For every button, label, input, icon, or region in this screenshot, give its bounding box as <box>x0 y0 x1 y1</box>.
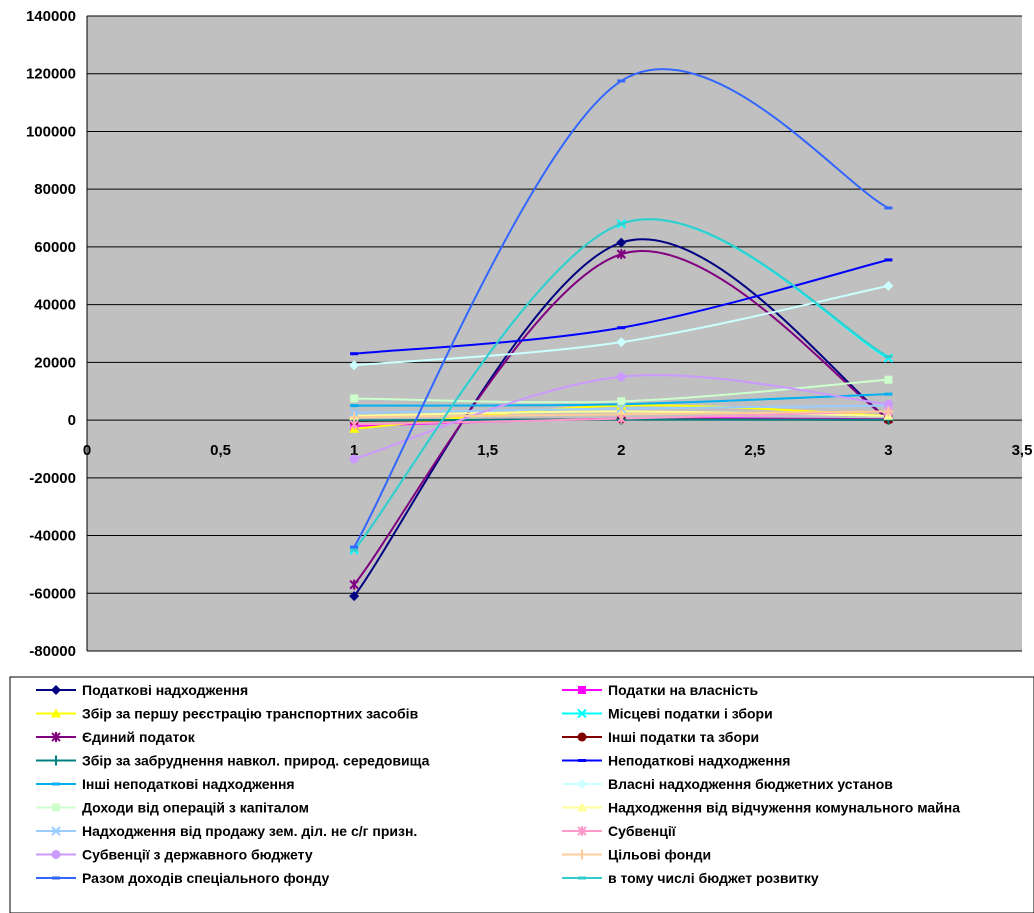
legend-label: Надходження від відчуження комунального … <box>608 800 960 816</box>
legend-marker <box>52 782 60 786</box>
legend-marker <box>578 759 586 762</box>
y-tick-label: 140000 <box>26 8 76 25</box>
data-point <box>350 404 359 408</box>
data-point <box>616 337 627 348</box>
data-point <box>884 206 893 210</box>
data-point <box>350 394 359 403</box>
legend-label: Інші податки та збори <box>608 729 759 745</box>
y-tick-label: 0 <box>68 412 76 429</box>
legend-label: Інші неподаткові надходження <box>82 776 295 792</box>
y-tick-label: 60000 <box>34 239 76 256</box>
legend-label: Доходи від операцій з капіталом <box>82 800 309 816</box>
data-point <box>617 397 626 406</box>
legend-label: Цільові фонди <box>608 847 711 863</box>
data-point <box>617 326 626 330</box>
series-line <box>353 68 889 548</box>
x-tick-label: 0,5 <box>210 442 231 459</box>
y-axis-ticks: 140000 120000 100000 80000 60000 40000 20000 0 -… <box>26 8 76 660</box>
legend-marker <box>577 708 587 719</box>
y-tick-label: -40000 <box>29 528 76 545</box>
legend-marker <box>51 755 61 766</box>
data-point <box>349 360 360 371</box>
legend-marker <box>52 803 60 812</box>
x-tick-label: 2,5 <box>744 442 765 459</box>
data-point <box>616 409 627 420</box>
legend-marker <box>578 876 586 880</box>
data-point <box>349 591 360 602</box>
data-point <box>883 406 894 417</box>
y-tick-label: 100000 <box>26 123 76 140</box>
data-point <box>883 399 893 409</box>
data-point <box>350 548 359 552</box>
y-tick-label: -60000 <box>29 585 76 602</box>
data-point <box>349 412 360 423</box>
x-tick-label: 1 <box>350 442 358 459</box>
legend-label: в тому числі бюджет розвитку <box>608 870 819 886</box>
data-point <box>616 403 626 414</box>
legend-marker <box>577 732 587 742</box>
data-point <box>617 79 626 83</box>
y-tick-label: -80000 <box>29 643 76 660</box>
legend-label: Неподаткові надходження <box>608 753 790 769</box>
legend-marker <box>577 849 587 860</box>
data-point <box>350 352 359 356</box>
plot-area <box>87 16 1022 651</box>
data-point <box>616 237 627 248</box>
legend-label: Субвенції <box>608 823 677 839</box>
data-point <box>616 249 626 260</box>
legend-marker <box>577 802 587 812</box>
data-point <box>350 545 359 549</box>
legend-marker <box>52 876 60 880</box>
legend-label: Надходження від продажу зем. діл. не с/г… <box>82 823 417 839</box>
data-point <box>884 258 893 262</box>
data-point <box>883 280 894 291</box>
legend-box <box>9 676 1034 913</box>
x-tick-label: 2 <box>617 442 625 459</box>
legend-label: Місцеві податки і збори <box>608 706 773 722</box>
legend-label: Податки на власність <box>608 682 758 698</box>
data-point <box>616 372 626 382</box>
legend-marker <box>51 826 61 836</box>
legend: Податкові надходження Податки на власніст… <box>36 682 960 886</box>
legend-label: Податкові надходження <box>82 682 248 698</box>
y-tick-label: -20000 <box>29 470 76 487</box>
legend-marker <box>51 708 61 718</box>
data-point <box>349 579 359 590</box>
x-tick-label: 3 <box>884 442 892 459</box>
legend-label: Субвенції з державного бюджету <box>82 847 313 863</box>
x-axis-ticks: 0 0,5 1 1,5 2 2,5 3 3,5 <box>83 442 1033 459</box>
y-tick-label: 80000 <box>34 181 76 198</box>
y-tick-label: 20000 <box>34 354 76 371</box>
x-tick-label: 3,5 <box>1012 442 1033 459</box>
legend-label: Власні надходження бюджетних установ <box>608 776 893 792</box>
data-point <box>884 375 893 384</box>
legend-marker <box>51 685 61 695</box>
legend-label: Єдиний податок <box>82 729 196 745</box>
x-tick-label: 1,5 <box>477 442 498 459</box>
legend-marker <box>51 850 61 859</box>
series-markers <box>349 79 894 602</box>
legend-label: Збір за першу реєстрацію транспортних за… <box>82 706 419 722</box>
data-point <box>617 222 626 226</box>
data-point <box>349 454 359 464</box>
legend-marker <box>578 686 586 694</box>
y-tick-label: 120000 <box>26 66 76 83</box>
legend-label: Разом доходів спеціального фонду <box>82 870 330 886</box>
data-point <box>884 392 893 396</box>
y-tick-label: 40000 <box>34 297 76 314</box>
legend-label: Збір за забруднення навкол. природ. сере… <box>82 753 430 769</box>
legend-marker <box>51 732 61 742</box>
data-point <box>884 355 893 359</box>
legend-marker <box>577 779 587 789</box>
series-line <box>353 250 889 586</box>
legend-marker <box>577 826 587 836</box>
x-tick-label: 0 <box>83 442 91 459</box>
gridlines <box>86 15 1022 652</box>
